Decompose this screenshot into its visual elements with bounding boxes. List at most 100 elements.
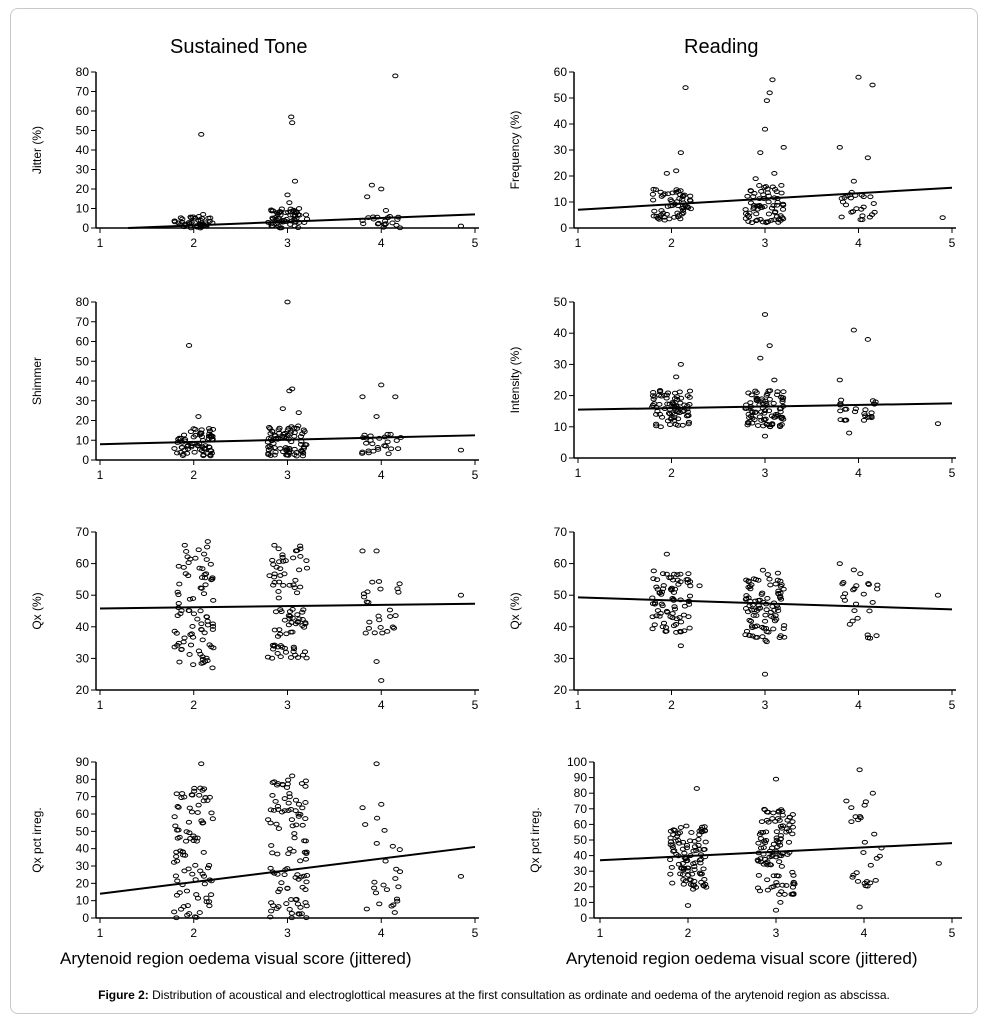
data-point	[389, 624, 396, 630]
x-axis-label-left: Arytenoid region oedema visual score (ji…	[60, 949, 412, 968]
data-point	[368, 182, 375, 188]
y-tick-label: 20	[574, 880, 588, 894]
y-tick-label: 0	[560, 221, 567, 235]
fit-line	[577, 402, 953, 411]
y-tick-label: 40	[76, 620, 90, 634]
data-point	[763, 629, 770, 634]
data-point	[764, 190, 771, 196]
data-point	[766, 343, 773, 349]
data-point	[765, 408, 773, 414]
data-point	[651, 601, 658, 607]
data-point	[278, 809, 286, 815]
data-point	[376, 617, 383, 623]
data-point	[388, 446, 395, 452]
data-point	[364, 194, 371, 200]
data-point	[379, 630, 386, 636]
data-point	[289, 606, 296, 612]
data-point	[198, 818, 205, 824]
y-tick-label: 20	[76, 876, 90, 890]
data-point	[673, 629, 680, 635]
fit-line	[99, 845, 476, 895]
data-point	[185, 573, 192, 579]
data-point	[876, 853, 883, 859]
data-point	[772, 776, 780, 782]
data-point	[292, 797, 300, 803]
data-point	[677, 571, 684, 577]
data-point	[299, 884, 306, 890]
y-tick-label: 100	[567, 755, 587, 769]
data-point	[696, 832, 703, 838]
data-point	[298, 448, 305, 453]
data-point	[865, 581, 872, 586]
data-point	[790, 872, 797, 878]
data-point	[299, 805, 306, 811]
data-point	[180, 564, 187, 570]
data-point	[373, 840, 380, 846]
data-point	[175, 827, 182, 833]
data-point	[667, 871, 674, 877]
data-point	[171, 909, 178, 915]
data-point	[278, 609, 285, 614]
data-point	[656, 590, 663, 596]
data-point	[682, 85, 689, 90]
data-point	[184, 903, 191, 908]
data-point	[275, 595, 282, 601]
data-point	[867, 635, 874, 641]
y-axis-label: Qx pct irreg.	[528, 807, 542, 872]
y-tick-label: 0	[580, 911, 587, 925]
caption-label: Figure 2:	[98, 988, 149, 1002]
data-point	[201, 630, 208, 636]
x-tick-label: 1	[575, 236, 582, 250]
data-point	[767, 388, 774, 394]
data-point	[363, 906, 370, 912]
data-point	[849, 874, 856, 880]
data-point	[687, 193, 694, 199]
data-point	[765, 819, 772, 825]
y-axis-label: Intensity (%)	[508, 347, 522, 414]
data-point	[295, 410, 302, 416]
data-point	[689, 871, 696, 877]
data-point	[291, 178, 299, 184]
data-point	[371, 630, 378, 636]
data-point	[297, 584, 304, 590]
data-point	[193, 892, 200, 897]
data-point	[183, 829, 190, 835]
y-tick-label: 0	[560, 451, 567, 465]
data-point	[280, 582, 287, 588]
data-point	[389, 843, 396, 849]
data-point	[764, 887, 771, 893]
data-point	[685, 421, 692, 427]
data-point	[209, 433, 216, 439]
data-point	[840, 594, 847, 600]
data-point	[850, 567, 857, 573]
data-point	[750, 576, 757, 582]
data-point	[300, 624, 308, 630]
data-point	[939, 215, 946, 221]
y-tick-label: 60	[76, 807, 90, 821]
data-point	[693, 786, 700, 791]
data-point	[178, 647, 185, 653]
data-point	[364, 589, 371, 595]
data-point	[770, 400, 777, 406]
data-point	[773, 880, 780, 885]
x-tick-label: 1	[97, 698, 104, 712]
data-point	[282, 445, 289, 450]
data-point	[742, 207, 749, 212]
data-point	[204, 618, 211, 624]
data-point	[171, 218, 178, 224]
data-point	[378, 382, 385, 388]
data-point	[790, 879, 797, 885]
data-point	[687, 882, 695, 887]
data-point	[174, 450, 181, 456]
data-point	[679, 207, 687, 213]
y-tick-label: 40	[76, 842, 90, 856]
data-point	[172, 873, 180, 879]
x-tick-label: 2	[685, 926, 692, 940]
data-point	[196, 446, 204, 452]
data-point	[671, 586, 679, 592]
data-point	[188, 809, 196, 815]
data-point	[749, 633, 756, 639]
data-point	[189, 596, 197, 601]
data-point	[668, 864, 675, 870]
